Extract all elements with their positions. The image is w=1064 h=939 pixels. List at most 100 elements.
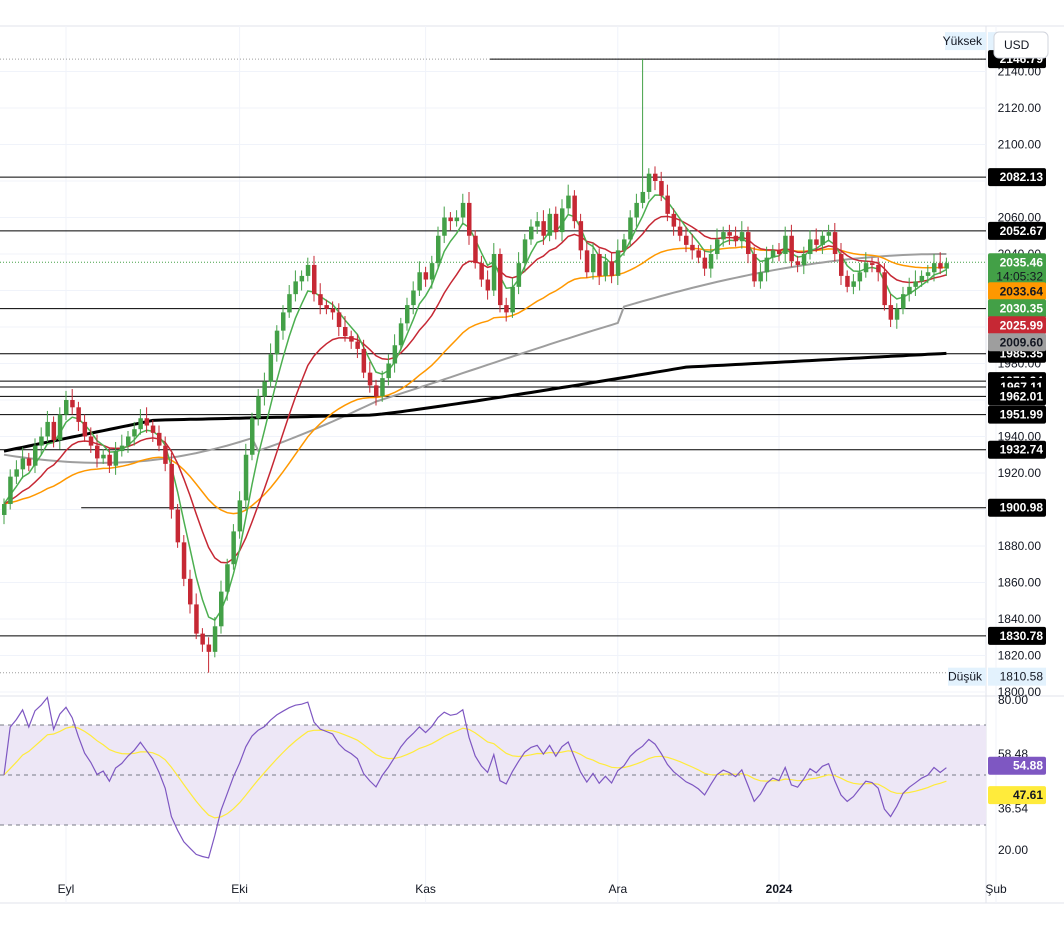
candle-body [367,372,373,386]
ma-value-tag: 2033.64 [1000,284,1044,298]
level-tag: 1962.01 [1000,389,1044,403]
candle-body [863,263,869,273]
candle-body [380,378,385,397]
candle-body [324,305,329,309]
candle-body [560,208,565,233]
candle-body [696,250,701,258]
candle-body [126,436,131,446]
candle-body [888,305,894,320]
candle-body [752,254,757,282]
candle-body [225,564,230,592]
level-tag: 2052.67 [1000,224,1044,238]
candle-body [374,385,379,397]
time-tick-label: Şub [985,882,1007,896]
candle-body [597,254,602,276]
level-tag-bg [988,405,1046,424]
time-tick-label: Kas [415,882,436,896]
candle-body [925,272,931,276]
candle-body [553,213,559,233]
candle-body [609,261,615,276]
candle-body [777,250,782,254]
candle-body [423,272,429,280]
candle-body [721,232,726,240]
candle-body [169,463,174,510]
candle-body [646,173,652,192]
price-tick-label: 1840.00 [998,612,1042,626]
rsi-value-tag: 54.88 [1013,759,1043,773]
low-label-bg [948,667,986,686]
ma-value-tag: 2025.99 [1000,318,1044,332]
candle-body [107,454,112,466]
candle-body [529,226,534,240]
candle-body [764,257,770,273]
candle-body [677,226,683,236]
candle-body [454,217,460,222]
candle-body [938,263,943,269]
candle-body [194,604,199,634]
candle-body [26,458,32,466]
level-tag-bg [988,498,1046,517]
currency-button[interactable]: USD [993,31,1049,59]
candle-body [789,235,794,262]
price-tick-label: 1920.00 [998,466,1042,480]
candle-body [746,232,751,254]
low-label: Düşük [948,670,983,684]
candle-body [944,263,949,269]
current-price-value: 2035.46 [1000,255,1044,269]
rsi-value-tag-bg [988,756,1046,775]
candle-body [144,418,150,426]
candle-body [615,250,621,276]
candle-body [299,275,305,282]
candle-body [330,308,336,313]
candle-body [51,421,57,441]
candle-body [603,261,608,276]
rsi-ma-value-tag-bg [988,786,1046,805]
candle-body [708,254,714,269]
candle-body [851,281,856,287]
candle-body [212,626,218,652]
candle-body [448,217,453,222]
candle-body [870,263,875,265]
candle-body [584,250,590,273]
candle-body [57,414,63,441]
candle-body [113,451,119,466]
level-tag-bg [988,440,1046,459]
candle-body [516,263,522,287]
price-tick-label: 1940.00 [998,430,1042,444]
candle-body [826,232,832,236]
rsi-ma-value-tag: 47.61 [1013,788,1043,802]
candle-body [801,254,807,265]
candle-body [795,261,801,265]
rsi-tick-label: 20.00 [998,843,1028,857]
level-tag: 1951.99 [1000,408,1044,422]
candle-body [535,221,540,227]
candle-body [498,254,503,306]
candle-body [659,181,664,196]
candle-body [274,330,280,355]
level-tag: 1932.74 [1000,443,1044,457]
candle-body [361,348,367,373]
candle-body [398,323,404,346]
candle-body [392,345,398,364]
candle-body [522,239,528,264]
candle-body [293,281,298,295]
time-tick-label: Ara [608,882,627,896]
candle-body [76,407,81,422]
candle-body [504,305,509,313]
candle-body [349,336,354,342]
candle-body [839,254,844,276]
candle-body [653,173,658,181]
candle-body [281,312,286,331]
candle-body [845,275,850,287]
candle-body [405,305,410,324]
time-tick-label: Eyl [58,882,75,896]
low-value-bg [988,667,1046,686]
candle-body [39,436,44,446]
candle-body [733,235,739,242]
candle-body [138,418,143,430]
candle-body [219,591,224,627]
candle-body [702,257,708,269]
candle-body [386,363,391,379]
